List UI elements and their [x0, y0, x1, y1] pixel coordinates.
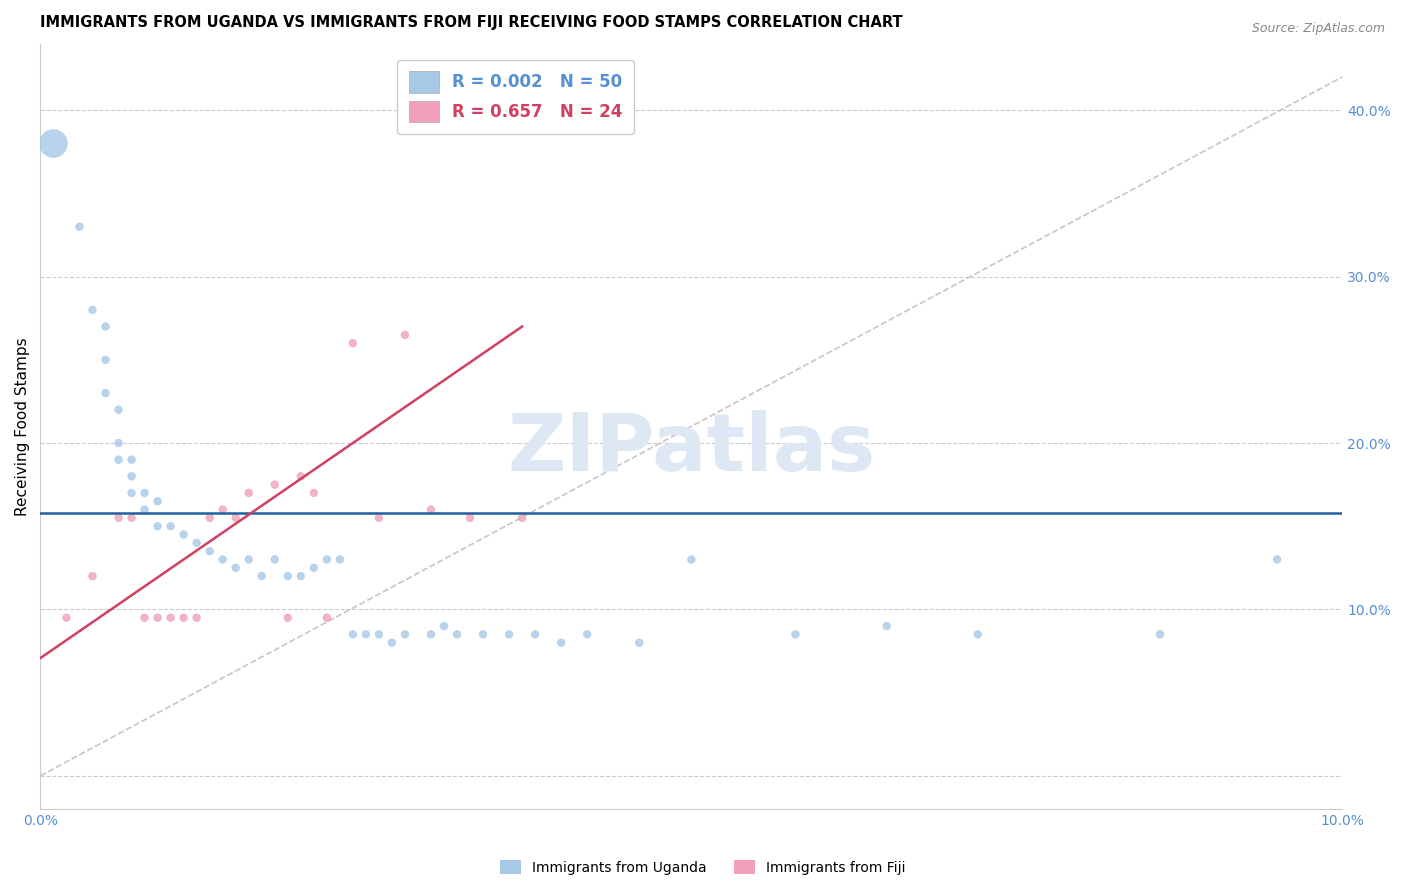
Point: [225, 561, 247, 575]
Point: [785, 627, 807, 641]
Point: [263, 552, 285, 566]
Point: [94, 386, 117, 401]
Point: [186, 611, 208, 625]
Point: [354, 627, 377, 641]
Point: [628, 635, 651, 649]
Point: [107, 402, 129, 417]
Point: [329, 552, 352, 566]
Point: [121, 511, 143, 525]
Point: [263, 477, 285, 491]
Point: [134, 486, 156, 500]
Point: [69, 219, 91, 234]
Point: [498, 627, 520, 641]
Point: [211, 552, 233, 566]
Point: [381, 635, 404, 649]
Point: [1265, 552, 1288, 566]
Point: [290, 569, 312, 583]
Legend: R = 0.002   N = 50, R = 0.657   N = 24: R = 0.002 N = 50, R = 0.657 N = 24: [396, 60, 634, 134]
Point: [173, 611, 195, 625]
Point: [121, 452, 143, 467]
Point: [186, 536, 208, 550]
Point: [302, 561, 325, 575]
Point: [94, 319, 117, 334]
Point: [146, 494, 169, 508]
Point: [42, 136, 65, 151]
Point: [876, 619, 898, 633]
Point: [315, 552, 337, 566]
Point: [134, 611, 156, 625]
Point: [225, 511, 247, 525]
Point: [458, 511, 481, 525]
Point: [367, 627, 389, 641]
Point: [420, 502, 443, 516]
Point: [420, 627, 443, 641]
Point: [82, 569, 104, 583]
Point: [510, 511, 533, 525]
Point: [121, 469, 143, 483]
Point: [1149, 627, 1171, 641]
Point: [315, 611, 337, 625]
Point: [198, 511, 221, 525]
Text: Source: ZipAtlas.com: Source: ZipAtlas.com: [1251, 22, 1385, 36]
Point: [302, 486, 325, 500]
Point: [107, 436, 129, 450]
Point: [433, 619, 456, 633]
Point: [146, 519, 169, 533]
Legend: Immigrants from Uganda, Immigrants from Fiji: Immigrants from Uganda, Immigrants from …: [495, 855, 911, 880]
Point: [82, 302, 104, 317]
Point: [211, 502, 233, 516]
Point: [966, 627, 988, 641]
Point: [342, 627, 364, 641]
Point: [394, 327, 416, 342]
Point: [94, 352, 117, 367]
Point: [394, 627, 416, 641]
Point: [250, 569, 273, 583]
Point: [134, 502, 156, 516]
Point: [290, 469, 312, 483]
Point: [367, 511, 389, 525]
Point: [146, 611, 169, 625]
Point: [524, 627, 547, 641]
Point: [107, 511, 129, 525]
Point: [277, 569, 299, 583]
Point: [472, 627, 495, 641]
Text: ZIPatlas: ZIPatlas: [508, 410, 876, 488]
Text: IMMIGRANTS FROM UGANDA VS IMMIGRANTS FROM FIJI RECEIVING FOOD STAMPS CORRELATION: IMMIGRANTS FROM UGANDA VS IMMIGRANTS FRO…: [41, 15, 903, 30]
Point: [55, 611, 77, 625]
Point: [173, 527, 195, 541]
Point: [277, 611, 299, 625]
Point: [121, 486, 143, 500]
Point: [107, 452, 129, 467]
Point: [342, 336, 364, 351]
Point: [238, 486, 260, 500]
Point: [576, 627, 599, 641]
Point: [159, 519, 181, 533]
Point: [550, 635, 572, 649]
Point: [159, 611, 181, 625]
Point: [198, 544, 221, 558]
Point: [238, 552, 260, 566]
Y-axis label: Receiving Food Stamps: Receiving Food Stamps: [15, 337, 30, 516]
Point: [446, 627, 468, 641]
Point: [681, 552, 703, 566]
